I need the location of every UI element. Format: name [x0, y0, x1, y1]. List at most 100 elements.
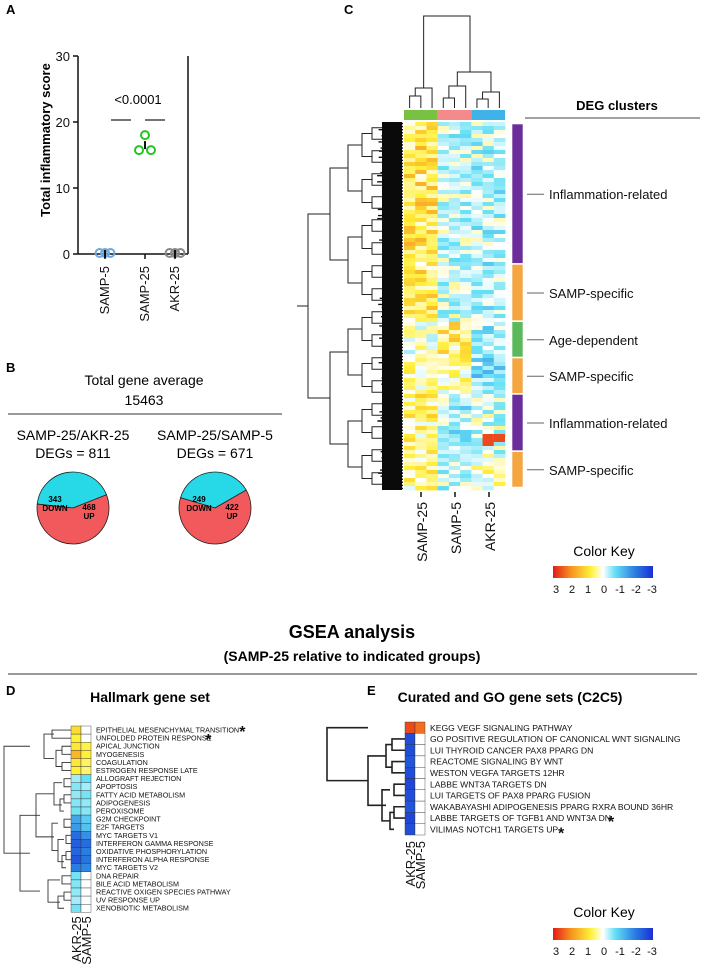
heatmap-cell [448, 186, 461, 191]
heatmap-cell [493, 434, 505, 442]
heatmap-cell [448, 286, 461, 291]
heatmap-cell [482, 370, 495, 375]
heatmap-cell [482, 294, 495, 299]
heatmap-cell [415, 450, 427, 455]
heatmap-cell [482, 310, 495, 315]
heatmap-cell [448, 354, 461, 359]
heatmap-cell [437, 486, 450, 491]
heatmap-cell [404, 474, 416, 479]
c2c5-row-label: LABBE TARGETS OF TGFB1 AND WNT3A DN [430, 813, 611, 823]
heatmap-cell [415, 458, 427, 463]
heatmap-cell [493, 326, 506, 331]
panel-label-e: E [367, 683, 376, 698]
heatmap-cell [426, 190, 439, 195]
heatmap-cell [448, 282, 461, 287]
heatmap-cell [493, 126, 506, 131]
heatmap-cell [415, 454, 427, 459]
hallmark-dendro-link [63, 818, 71, 828]
heatmap-cell [471, 370, 483, 375]
heatmap-cell [437, 230, 450, 235]
heatmap-cell [448, 274, 461, 279]
heatmap-cell [426, 370, 439, 375]
heatmap-cell [437, 222, 450, 227]
heatmap-cell [471, 294, 483, 299]
heatmap-cell [404, 262, 416, 267]
heatmap-cell [460, 398, 472, 403]
heatmap-cell [404, 142, 416, 147]
heatmap-cell [493, 122, 506, 127]
heatmap-cell [471, 218, 483, 223]
heatmap-cell [448, 462, 461, 467]
heatmap-cell [482, 174, 495, 179]
heatmap-cell [460, 190, 472, 195]
heatmap-cell [437, 274, 450, 279]
heatmap-cell [437, 298, 450, 303]
hallmark-cell [70, 750, 82, 759]
heatmap-cell [437, 310, 450, 315]
heatmap-cell [482, 190, 495, 195]
heatmap-cell [460, 390, 472, 395]
heatmap-cell [471, 270, 483, 275]
hallmark-cell [80, 823, 92, 832]
heatmap-cell [404, 170, 416, 175]
heatmap-cell [460, 258, 472, 263]
hallmark-row-label: FATTY ACID METABOLISM [96, 790, 185, 799]
heatmap-cell [426, 210, 439, 215]
heatmap-cell [471, 254, 483, 259]
heatmap-cell [482, 378, 495, 383]
heatmap-cell [426, 290, 439, 295]
c2c5-cell [414, 800, 426, 813]
heatmap-cell [493, 418, 506, 423]
heatmap-cell [493, 458, 506, 463]
heatmap-cell [482, 478, 495, 483]
heatmap-cell [482, 330, 495, 335]
c2c5-cell [414, 767, 426, 779]
heatmap-cell [426, 270, 439, 275]
hallmark-cell [70, 904, 82, 913]
heatmap-cell [437, 250, 450, 255]
heatmap-cell [460, 394, 472, 399]
heatmap-cell [471, 170, 483, 175]
heatmap-cell [415, 462, 427, 467]
heatmap-cell [471, 394, 483, 399]
heatmap-cell [426, 402, 439, 407]
heatmap-cell [415, 126, 427, 131]
heatmap-cell [460, 378, 472, 383]
heatmap-cell [415, 222, 427, 227]
heatmap-cell [482, 334, 495, 339]
heatmap-cell [482, 270, 495, 275]
hallmark-dendro-link [61, 745, 71, 755]
heatmap-cell [415, 138, 427, 143]
heatmap-cell [460, 466, 472, 471]
heatmap-cell [493, 346, 506, 351]
heatmap-cell [415, 266, 427, 271]
c2c5-dendro-link [391, 738, 405, 752]
heatmap-cell [404, 370, 416, 375]
heatmap-cell [482, 142, 495, 147]
hallmark-cell [80, 879, 92, 889]
heatmap-cell [471, 178, 483, 183]
hallmark-row-label: DNA REPAIR [96, 871, 139, 880]
heatmap-cell [426, 274, 439, 279]
heatmap-cell [404, 454, 416, 459]
heatmap-cell [460, 410, 472, 415]
heatmap-cell [493, 414, 506, 419]
heatmap-cell [482, 402, 495, 407]
heatmap-cell [471, 382, 483, 387]
colorkey-c-title: Color Key [573, 543, 634, 559]
heatmap-cell [404, 126, 416, 131]
heatmap-cell [493, 462, 506, 467]
heatmap-cell [493, 362, 506, 367]
heatmap-cell [471, 418, 483, 423]
heatmap-cell [448, 370, 461, 375]
heatmap-cell [471, 154, 483, 159]
c2c5-row-label: LUI THYROID CANCER PAX8 PPARG DN [430, 745, 593, 755]
heatmap-cell [415, 290, 427, 295]
heatmap-cell [404, 134, 416, 139]
heatmap-cell [460, 270, 472, 275]
heatmap-cell [482, 194, 495, 199]
panel-a-point [140, 130, 150, 141]
hallmark-row-label: G2M CHECKPOINT [96, 815, 161, 824]
hallmark-row-label: ADIPOGENESIS [96, 798, 151, 807]
